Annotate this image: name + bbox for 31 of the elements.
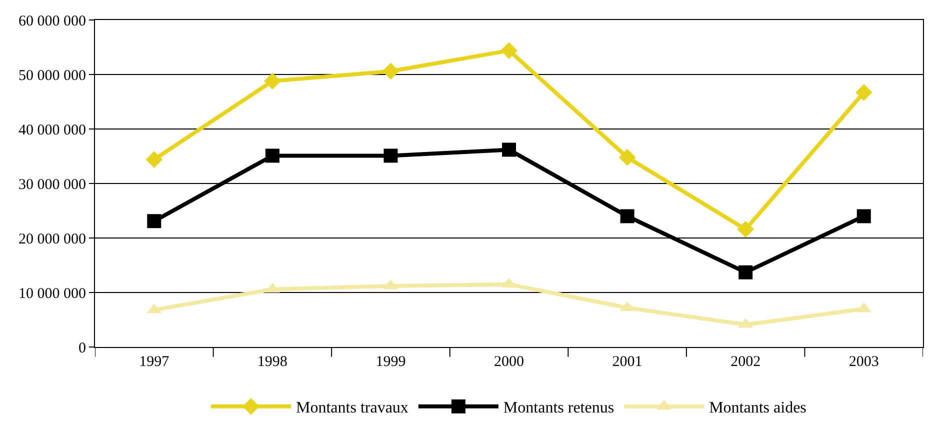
x-tick-label: 2003 [848, 354, 879, 370]
point [737, 220, 754, 238]
point [264, 72, 281, 90]
point [382, 62, 400, 80]
point [855, 84, 872, 101]
y-tick-label: 60 000 000 [18, 13, 86, 30]
x-tick-label: 1998 [257, 354, 288, 370]
y-tick-label: 0 [78, 340, 86, 356]
x-tick-label: 1999 [376, 354, 406, 370]
point [738, 265, 753, 280]
y-tick-label: 10 000 000 [18, 286, 86, 302]
x-tick-label: 2002 [730, 354, 761, 370]
legend-label: Montants travaux [296, 400, 408, 417]
x-tick-label: 2001 [612, 354, 642, 370]
point [147, 214, 162, 228]
y-tick-label: 40 000 000 [18, 122, 86, 138]
point [856, 209, 871, 224]
y-tick-label: 20 000 000 [18, 231, 86, 248]
legend-label: Montants retenus [503, 400, 614, 417]
y-tick-label: 50 000 000 [18, 68, 86, 84]
point [265, 148, 280, 163]
legend-label: Montants aides [709, 400, 806, 417]
point [146, 151, 163, 168]
x-tick-label: 1997 [139, 354, 170, 370]
point [618, 148, 636, 166]
x-tick-label: 2000 [494, 354, 524, 370]
point [502, 142, 516, 157]
point [384, 148, 398, 163]
y-tick-label: 30 000 000 [18, 176, 86, 193]
point [500, 42, 518, 59]
point [620, 209, 634, 224]
